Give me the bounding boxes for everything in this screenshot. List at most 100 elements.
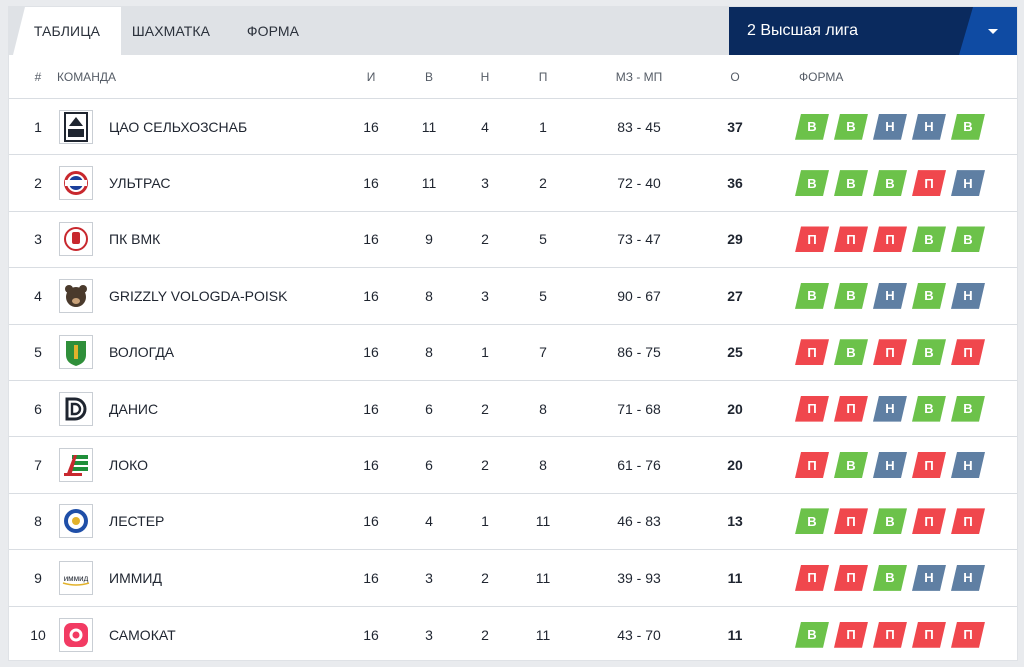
team-logo-cell [57, 212, 95, 267]
table-row[interactable]: 10 САМОКАТ 16 3 2 11 43 - 70 11 В П П П П [9, 607, 1017, 663]
tab-form[interactable]: ФОРМА [246, 23, 300, 39]
form-badge[interactable]: В [873, 508, 907, 534]
team-name[interactable]: ЛОКО [109, 457, 148, 474]
form-badge[interactable]: П [912, 452, 946, 478]
team-name[interactable]: ДАНИС [109, 400, 159, 417]
form-badge[interactable]: Н [873, 283, 907, 309]
table-body: 1 ЦАО СЕЛЬХОЗСНАБ 16 11 4 1 83 - 45 37 В В Н Н В 2 УЛЬ… [9, 99, 1017, 663]
form-badge[interactable]: В [834, 170, 868, 196]
form-badge[interactable]: П [795, 452, 829, 478]
form-badge[interactable]: В [834, 114, 868, 140]
row-position: 10 [30, 626, 46, 643]
form-badge[interactable]: В [795, 170, 829, 196]
form-badge[interactable]: П [834, 565, 868, 591]
form-badge[interactable]: В [795, 508, 829, 534]
form-badge[interactable]: В [873, 565, 907, 591]
form-badge[interactable]: П [834, 622, 868, 648]
form-badge[interactable]: В [951, 226, 985, 252]
form-badge[interactable]: В [795, 622, 829, 648]
form-badge[interactable]: П [873, 622, 907, 648]
league-dropdown-button[interactable] [959, 7, 1017, 55]
form-badge[interactable]: П [795, 339, 829, 365]
team-logo-cell [57, 155, 95, 210]
team-name[interactable]: ЦАО СЕЛЬХОЗСНАБ [109, 118, 248, 135]
points: 11 [727, 569, 743, 586]
games-won: 3 [425, 626, 433, 643]
form-badge[interactable]: В [834, 339, 868, 365]
league-select[interactable]: 2 Высшая лига [729, 7, 1017, 55]
form-badge[interactable]: В [795, 283, 829, 309]
games-lost: 5 [539, 287, 547, 304]
team-name[interactable]: САМОКАТ [109, 626, 176, 643]
team-name[interactable]: УЛЬТРАС [109, 175, 171, 192]
form-badge[interactable]: П [834, 396, 868, 422]
form-badge[interactable]: В [834, 283, 868, 309]
form-badge[interactable]: П [795, 396, 829, 422]
table-row[interactable]: 2 УЛЬТРАС 16 11 3 2 72 - 40 36 В В В П Н [9, 155, 1017, 212]
form-badge[interactable]: В [951, 114, 985, 140]
team-name[interactable]: ЛЕСТЕР [109, 513, 165, 530]
points: 25 [727, 344, 743, 361]
team-name[interactable]: ИММИД [109, 569, 162, 586]
tab-chessboard[interactable]: ШАХМАТКА [131, 23, 211, 39]
form-badge[interactable]: В [834, 452, 868, 478]
form-badge[interactable]: П [951, 508, 985, 534]
goals-for-against: 86 - 75 [617, 344, 661, 361]
team-name[interactable]: ВОЛОГДА [109, 344, 175, 361]
games-won: 8 [425, 287, 433, 304]
form-badge[interactable]: В [873, 170, 907, 196]
table-row[interactable]: 8 ЛЕСТЕР 16 4 1 11 46 - 83 13 В П В П П [9, 494, 1017, 551]
tab-table[interactable]: ТАБЛИЦА [13, 7, 121, 55]
form-badge[interactable]: Н [951, 283, 985, 309]
form-badge[interactable]: В [912, 283, 946, 309]
table-row[interactable]: 7 ЛОКО 16 6 2 8 61 - 76 20 П В Н П Н [9, 437, 1017, 494]
row-position: 4 [34, 287, 42, 304]
form-badge[interactable]: Н [873, 114, 907, 140]
table-row[interactable]: 5 ВОЛОГДА 16 8 1 7 86 - 75 25 П В П В П [9, 325, 1017, 381]
col-header-team: КОМАНДА [57, 69, 116, 84]
form-badge[interactable]: В [912, 396, 946, 422]
goals-for-against: 71 - 68 [617, 400, 661, 417]
team-logo-cell [57, 437, 95, 492]
form-badge[interactable]: Н [873, 452, 907, 478]
games-played: 16 [363, 287, 379, 304]
points: 11 [727, 626, 743, 643]
table-row[interactable]: 6 ДАНИС 16 6 2 8 71 - 68 20 П П Н В В [9, 381, 1017, 438]
form-badge[interactable]: Н [951, 565, 985, 591]
form-badge[interactable]: П [834, 226, 868, 252]
team-name[interactable]: ПК ВМК [109, 231, 161, 248]
form-badge[interactable]: Н [951, 452, 985, 478]
form-badge[interactable]: Н [912, 114, 946, 140]
team-logo-cell [57, 99, 95, 154]
form-badge[interactable]: П [873, 226, 907, 252]
form-badge[interactable]: В [912, 339, 946, 365]
form-badge[interactable]: П [912, 508, 946, 534]
goals-for-against: 39 - 93 [617, 569, 661, 586]
form-badge[interactable]: П [834, 508, 868, 534]
form-badge[interactable]: П [795, 226, 829, 252]
table-row[interactable]: 3 ПК ВМК 16 9 2 5 73 - 47 29 П П П В В [9, 212, 1017, 269]
form-badge[interactable]: Н [951, 170, 985, 196]
games-lost: 8 [539, 400, 547, 417]
table-row[interactable]: 9 иммид ИММИД 16 3 2 11 39 - 93 11 П П В Н Н [9, 550, 1017, 607]
form-badge[interactable]: В [951, 396, 985, 422]
form-badge[interactable]: П [951, 339, 985, 365]
form-badge[interactable]: П [951, 622, 985, 648]
team-name[interactable]: GRIZZLY VOLOGDA-POISK [109, 287, 288, 304]
form-badge[interactable]: П [873, 339, 907, 365]
form-badge[interactable]: П [912, 170, 946, 196]
form-badge[interactable]: Н [873, 396, 907, 422]
games-drawn: 1 [481, 513, 489, 530]
table-row[interactable]: 1 ЦАО СЕЛЬХОЗСНАБ 16 11 4 1 83 - 45 37 В В Н Н В [9, 99, 1017, 156]
form-badge[interactable]: В [795, 114, 829, 140]
tabs-bar: ТАБЛИЦА ШАХМАТКА ФОРМА 2 Высшая лига [9, 7, 1017, 55]
table-row[interactable]: 4 GRIZZLY VOLOGDA-POISK 16 8 3 5 90 - 67 27 В В Н В… [9, 268, 1017, 325]
form-badge[interactable]: Н [912, 565, 946, 591]
form-badge[interactable]: В [912, 226, 946, 252]
form-badge[interactable]: П [912, 622, 946, 648]
form-badge[interactable]: П [795, 565, 829, 591]
